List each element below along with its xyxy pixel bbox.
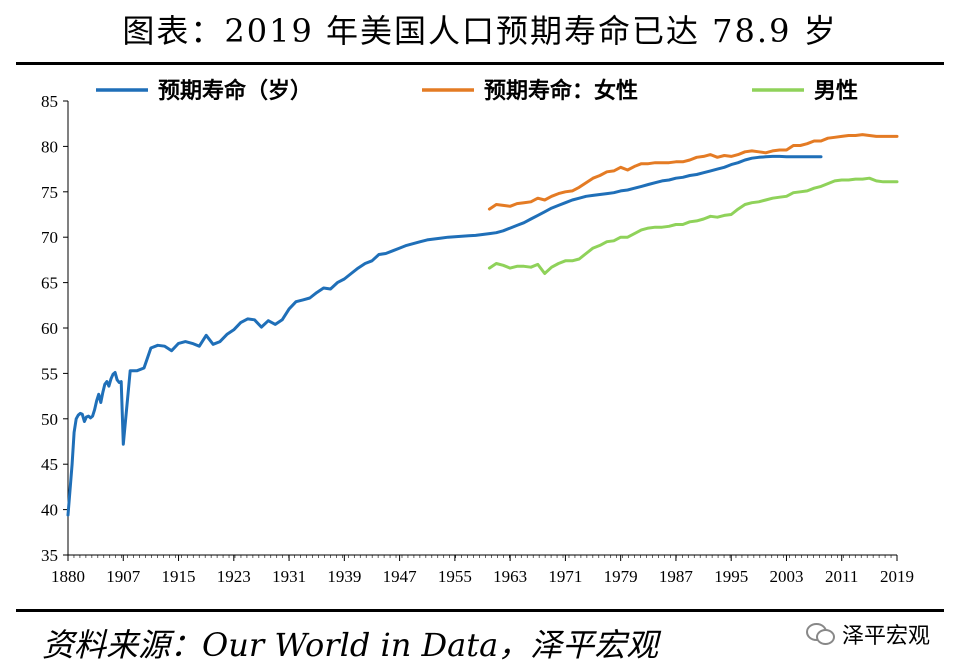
y-tick-label: 45 <box>41 455 58 474</box>
x-tick-label: 1907 <box>106 567 141 586</box>
x-tick-label: 1955 <box>438 567 472 586</box>
x-tick-label: 1995 <box>714 567 748 586</box>
series-female-line <box>487 133 899 211</box>
y-tick-label: 60 <box>41 319 58 338</box>
legend: 预期寿命（岁） 预期寿命：女性 男性 <box>96 78 858 104</box>
y-tick-label: 35 <box>41 546 58 565</box>
axes: 35 40 45 50 55 60 65 70 75 80 85 1880 1907 1915 1923 19… <box>41 92 914 586</box>
x-tick-label: 1971 <box>548 567 582 586</box>
y-tick-label: 75 <box>41 183 58 202</box>
series-male-line <box>487 176 899 275</box>
x-tick-label: 1963 <box>493 567 527 586</box>
bottom-rule <box>16 609 944 612</box>
line-chart: 预期寿命（岁） 预期寿命：女性 男性 35 40 45 50 55 60 65 70 75 80 85 1… <box>41 78 914 586</box>
x-tick-label: 1987 <box>659 567 694 586</box>
x-tick-label: 1939 <box>327 567 361 586</box>
x-tick-label: 1880 <box>51 567 85 586</box>
series-total-line <box>66 154 823 517</box>
y-tick-label: 50 <box>41 410 58 429</box>
x-tick-label: 1979 <box>604 567 638 586</box>
legend-label: 男性 <box>814 79 858 104</box>
chart-title: 图表：2019 年美国人口预期寿命已达 78.9 岁 <box>122 12 838 50</box>
y-tick-label: 70 <box>41 228 58 247</box>
x-tick-label: 1915 <box>162 567 196 586</box>
top-rule <box>16 62 944 65</box>
series-lines <box>66 133 899 517</box>
y-tick-label: 80 <box>41 137 58 156</box>
legend-label: 预期寿命（岁） <box>158 78 312 104</box>
x-tick-label: 1923 <box>217 567 251 586</box>
x-tick-label: 1947 <box>383 567 418 586</box>
x-tick-label: 1931 <box>272 567 306 586</box>
source-note: 资料来源：Our World in Data，泽平宏观 <box>42 626 659 664</box>
y-tick-label: 85 <box>41 92 58 111</box>
wechat-icon <box>805 621 836 647</box>
x-tick-label: 2011 <box>825 567 858 586</box>
y-tick-label: 40 <box>41 501 58 520</box>
watermark: 泽平宏观 <box>805 618 930 650</box>
x-tick-label: 2003 <box>769 567 803 586</box>
x-tick-label: 2019 <box>880 567 914 586</box>
legend-label: 预期寿命：女性 <box>484 78 638 104</box>
watermark-text: 泽平宏观 <box>841 624 930 649</box>
y-tick-label: 65 <box>41 274 58 293</box>
y-tick-label: 55 <box>41 364 58 383</box>
